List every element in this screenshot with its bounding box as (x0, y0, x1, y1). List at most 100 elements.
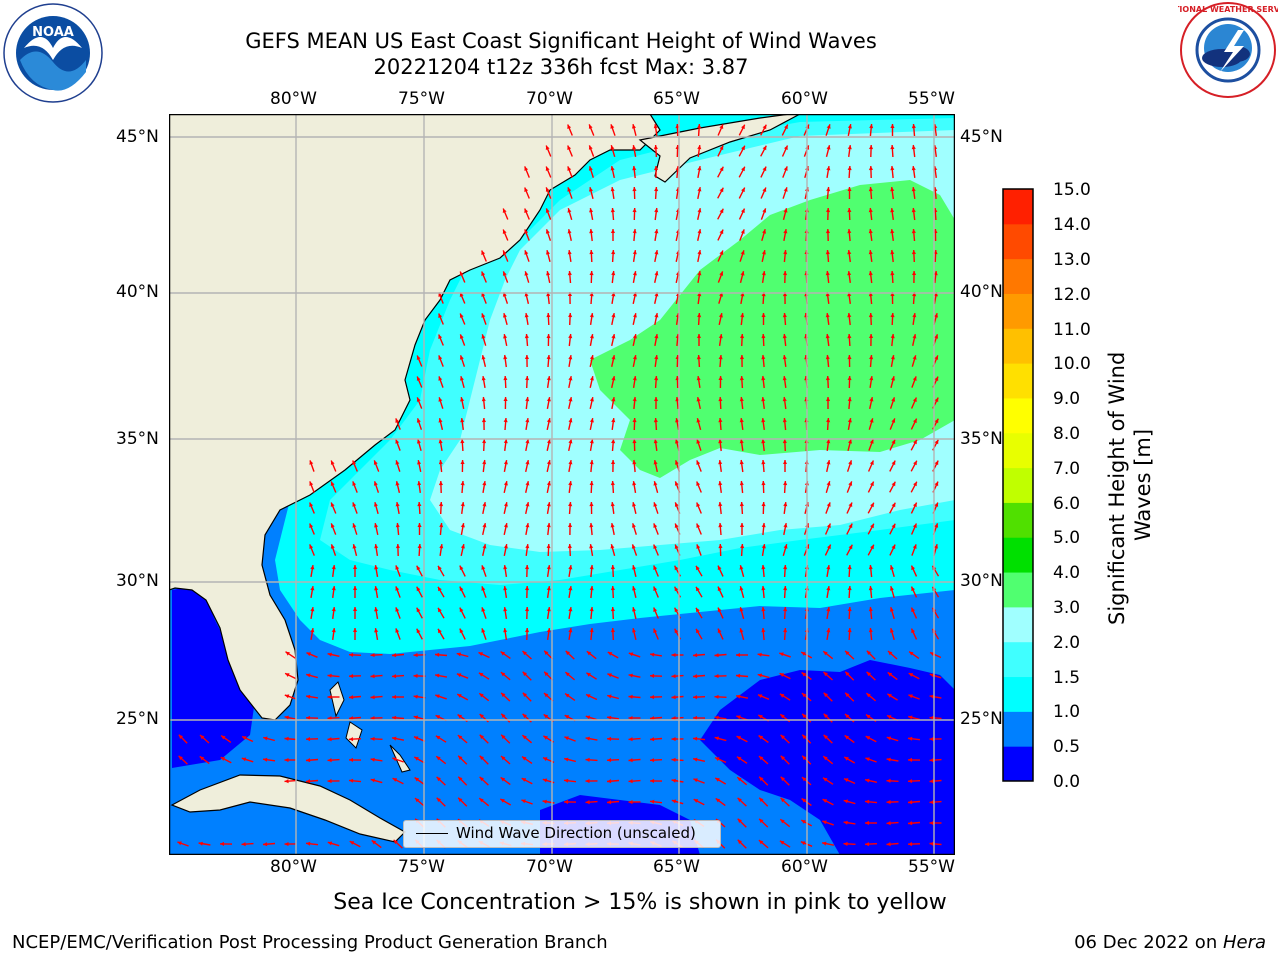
arrow-head (782, 313, 787, 318)
lon-top-75w: 75°W (398, 89, 445, 109)
arrow-head (374, 628, 379, 633)
arrow-head (435, 694, 440, 699)
arrow-head (653, 481, 658, 486)
arrow-head (912, 313, 917, 318)
arrow-head (801, 652, 806, 656)
arrow-head (783, 628, 788, 633)
arrow-head (650, 799, 655, 804)
arrow-head (868, 628, 873, 633)
arrow-head (653, 523, 658, 528)
arrow-head (653, 544, 658, 549)
arrow-head (801, 672, 807, 677)
arrow-head (545, 145, 550, 150)
arrow-head (761, 565, 766, 570)
arrow-head (309, 481, 314, 486)
arrow-head (482, 544, 487, 549)
arrow-head (524, 208, 529, 213)
arrow-head (438, 376, 443, 381)
arrow-head (697, 145, 702, 150)
arrow-head (719, 250, 724, 255)
arrow-head (331, 628, 336, 633)
arrow-head (870, 502, 874, 508)
arrow-head (479, 714, 484, 719)
arrow-head (633, 313, 637, 318)
arrow-head (845, 692, 850, 698)
arrow-head (741, 124, 745, 130)
arrow-head (522, 692, 527, 697)
arrow-head (610, 586, 615, 591)
arrow-head (719, 271, 724, 276)
arrow-head (891, 460, 896, 466)
arrow-head (740, 229, 745, 234)
arrow-head (349, 778, 354, 783)
arrow-head (718, 439, 723, 444)
arrow-head (762, 124, 767, 130)
arrow-head (888, 651, 893, 656)
arrow-head (544, 693, 549, 698)
arrow-head (891, 418, 896, 423)
arrow-head (674, 481, 679, 486)
arrow-head (524, 271, 529, 276)
arrow-head (826, 124, 831, 129)
arrow-head (353, 586, 358, 590)
arrow-head (801, 693, 807, 698)
arrow-head (607, 779, 612, 784)
arrow-head (310, 586, 315, 591)
arrow-head (349, 652, 354, 657)
arrow-head (718, 481, 723, 486)
arrow-head (887, 693, 892, 698)
colorbar-cell (1003, 676, 1033, 712)
arrow-head (887, 715, 892, 719)
arrow-head (866, 671, 871, 677)
arrow-head (865, 736, 871, 740)
arrow-head (585, 779, 590, 784)
arrow-head (200, 735, 205, 740)
arrow-head (847, 229, 852, 234)
arrow-head (459, 334, 464, 339)
arrow-head (392, 674, 397, 679)
arrow-head (352, 481, 357, 486)
arrow-head (741, 208, 745, 213)
arrow-head (674, 607, 679, 613)
arrow-head (848, 502, 853, 507)
arrow-head (868, 208, 873, 213)
arrow-head (546, 397, 551, 402)
arrow-head (697, 250, 702, 255)
arrow-head (436, 797, 441, 802)
arrow-head (654, 355, 659, 360)
arrow-head (503, 523, 508, 528)
arrow-head (847, 166, 852, 171)
arrow-head (826, 397, 831, 401)
arrow-head (654, 250, 659, 255)
arrow-head (331, 586, 336, 591)
arrow-head (632, 628, 636, 633)
arrow-head (717, 565, 722, 571)
arrow-head (456, 673, 462, 678)
arrow-head (370, 778, 376, 783)
colorbar-tick-7.0: 7.0 (1053, 459, 1081, 479)
arrow-head (717, 586, 722, 592)
arrow-head (392, 653, 397, 658)
arrow-head (696, 439, 701, 444)
arrow-head (675, 439, 679, 444)
arrow-head (719, 187, 724, 193)
arrow-head (886, 842, 891, 847)
colorbar-cell (1003, 572, 1033, 608)
colorbar-title: Significant Height of Wind Waves [m] (1105, 352, 1155, 625)
arrow-head (822, 799, 828, 803)
colorbar-cell (1003, 363, 1033, 399)
arrow-head (761, 376, 766, 381)
arrow-head (479, 755, 484, 760)
arrow-head (502, 271, 507, 276)
arrow-head (607, 736, 612, 741)
arrow-head (610, 481, 615, 486)
arrow-head (589, 313, 594, 318)
arrow-head (934, 439, 939, 445)
arrow-head (826, 418, 831, 423)
arrow-head (868, 229, 873, 234)
arrow-head (780, 755, 785, 761)
arrow-head (739, 376, 744, 381)
arrow-head (503, 397, 508, 401)
arrow-head (590, 376, 594, 381)
arrow-head (503, 355, 508, 360)
